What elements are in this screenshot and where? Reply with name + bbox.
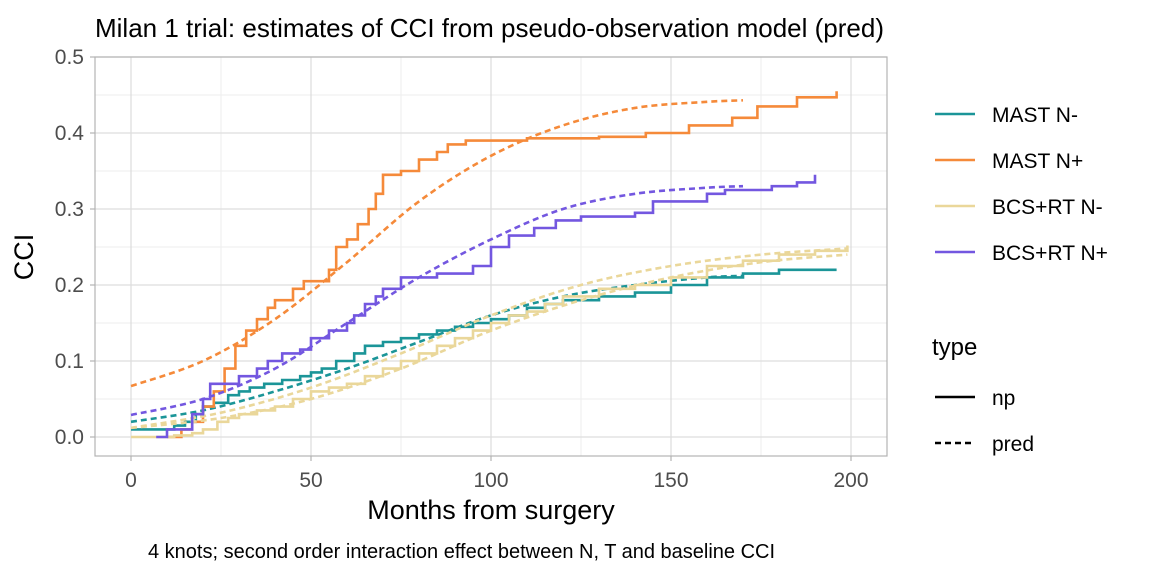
series-mast-n-np bbox=[167, 91, 838, 439]
y-axis-ticks: 0.0 0.1 0.2 0.3 0.4 0.5 bbox=[55, 46, 95, 449]
series-bcs-rt-n-pred bbox=[130, 253, 848, 430]
series-layer bbox=[130, 91, 849, 439]
x-axis-ticks: 0 50 100 150 200 bbox=[125, 456, 869, 492]
y-tick-label: 0.5 bbox=[55, 46, 84, 69]
legend-label: BCS+RT N- bbox=[992, 196, 1103, 219]
series-mast-n-pred bbox=[130, 99, 744, 388]
y-tick-label: 0.1 bbox=[55, 350, 84, 373]
legend-label: MAST N+ bbox=[992, 150, 1083, 173]
y-tick-label: 0.2 bbox=[55, 274, 84, 297]
x-tick-label: 150 bbox=[653, 469, 688, 492]
legend-label: MAST N- bbox=[992, 104, 1078, 127]
y-tick-label: 0.4 bbox=[55, 122, 85, 145]
x-axis-label: Months from surgery bbox=[367, 495, 615, 525]
legend-type-title: type bbox=[932, 334, 977, 361]
chart-caption: 4 knots; second order interaction effect… bbox=[148, 541, 775, 563]
y-tick-label: 0.0 bbox=[55, 426, 84, 449]
legend-type-label: np bbox=[992, 387, 1015, 410]
chart-title: Milan 1 trial: estimates of CCI from pse… bbox=[95, 13, 884, 43]
y-tick-label: 0.3 bbox=[55, 198, 84, 221]
y-axis-label: CCI bbox=[9, 234, 39, 281]
series-bcs-rt-n-pred bbox=[130, 184, 744, 417]
legend-group: MAST N- MAST N+ BCS+RT N- BCS+RT N+ bbox=[935, 104, 1108, 265]
legend-type: np pred bbox=[935, 387, 1034, 456]
x-tick-label: 100 bbox=[473, 469, 508, 492]
legend-type-label: pred bbox=[992, 433, 1034, 456]
x-tick-label: 0 bbox=[125, 469, 137, 492]
series-bcs-rt-n-np bbox=[156, 174, 817, 439]
series-mast-n-pred bbox=[130, 274, 744, 424]
series-bcs-rt-n-np bbox=[131, 245, 849, 439]
x-tick-label: 200 bbox=[833, 469, 868, 492]
legend-label: BCS+RT N+ bbox=[992, 242, 1108, 265]
x-tick-label: 50 bbox=[299, 469, 322, 492]
